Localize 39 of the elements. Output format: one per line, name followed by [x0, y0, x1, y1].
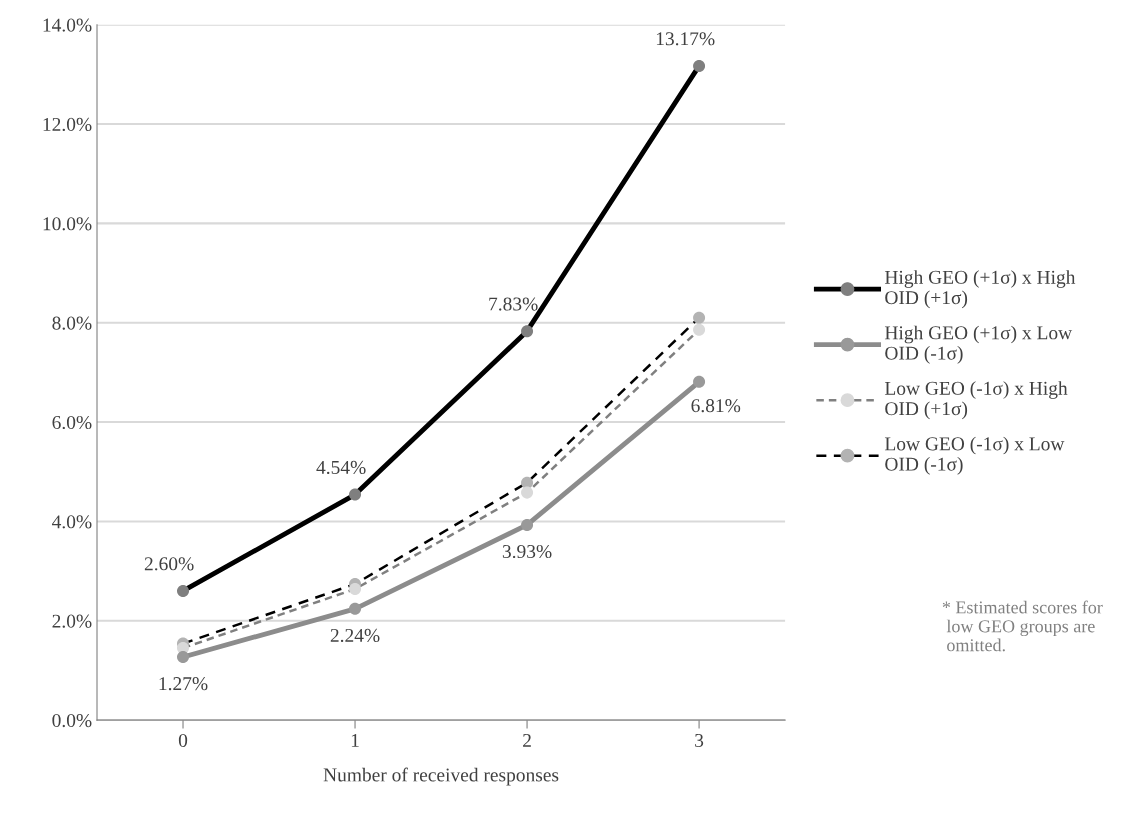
y-tick-label: 2.0%	[52, 614, 92, 628]
legend-label: Low GEO (-1σ) x High OID (+1σ)	[884, 381, 1068, 420]
data-label: 3.93%	[502, 544, 552, 559]
point	[693, 311, 706, 324]
point	[349, 582, 362, 595]
data-label: 1.27%	[159, 677, 208, 691]
x-tick-label: 2	[523, 733, 531, 747]
x-tick-label: 1	[351, 733, 359, 747]
point	[349, 602, 362, 615]
y-tick-label: 12.0%	[43, 117, 92, 132]
point	[521, 325, 534, 338]
text: * Estimated scores for low GEO groups are omitted.	[942, 600, 1103, 652]
x-tick-label: 0	[178, 733, 188, 747]
x-axis-title: Number of received responses	[323, 767, 559, 786]
point	[521, 476, 534, 489]
data-label: 7.83%	[489, 297, 538, 311]
legend-label: High GEO (+1σ) x Low OID (-1σ)	[884, 325, 1073, 364]
y-tick-label: 4.0%	[52, 515, 92, 529]
point	[177, 584, 190, 597]
point	[693, 59, 706, 72]
y-tick-label: 6.0%	[52, 415, 92, 430]
y-tick-label: 10.0%	[43, 217, 92, 231]
data-label: 6.81%	[691, 399, 741, 413]
point	[693, 323, 706, 336]
x-tick-label: 3	[695, 733, 704, 747]
point	[521, 518, 534, 531]
point	[693, 375, 706, 388]
y-tick-label: 8.0%	[52, 316, 92, 330]
data-label: 13.17%	[656, 32, 715, 46]
point	[349, 488, 362, 501]
data-label: 2.60%	[144, 557, 194, 571]
data-label: 4.54%	[316, 460, 366, 475]
point	[521, 486, 534, 499]
legend-label: Low GEO (-1σ) x Low OID (-1σ)	[884, 436, 1065, 475]
y-tick-label: 0.0%	[52, 713, 92, 728]
legend-label: High GEO (+1σ) x High OID (+1σ)	[884, 270, 1076, 309]
y-tick-label: 14.0%	[43, 18, 92, 32]
point	[177, 651, 190, 664]
data-label: 2.24%	[330, 628, 380, 643]
